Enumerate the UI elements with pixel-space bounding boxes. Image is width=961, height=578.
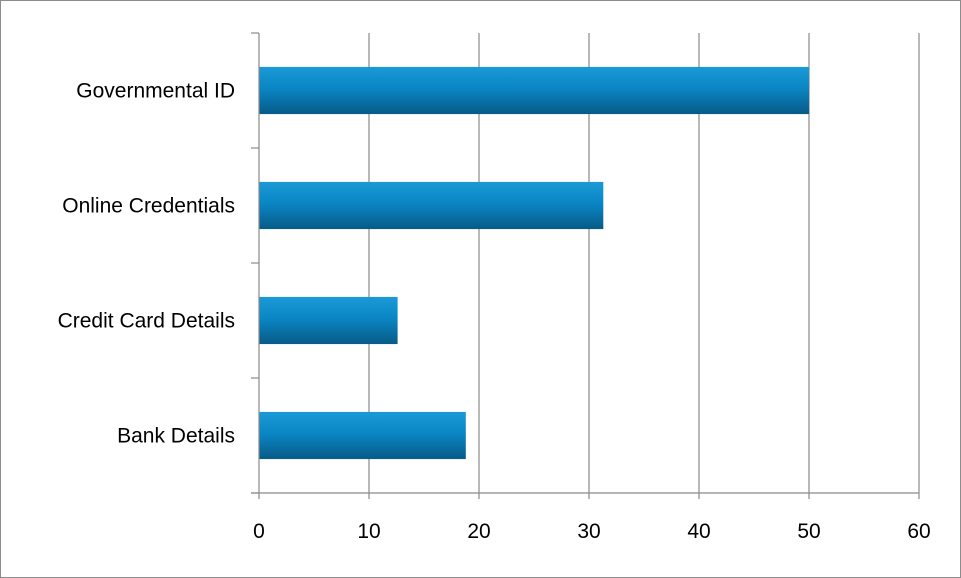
x-tick-label-30: 30 xyxy=(577,520,600,543)
bars xyxy=(259,66,809,460)
x-tick-label-60: 60 xyxy=(907,520,930,543)
bar-governmental-id xyxy=(259,66,809,115)
category-label-bank-details: Bank Details xyxy=(117,425,235,448)
bar-bank-details xyxy=(259,411,466,460)
bar-credit-card-details xyxy=(259,296,398,345)
x-tick-label-40: 40 xyxy=(687,520,710,543)
x-tick-label-20: 20 xyxy=(467,520,490,543)
labels: 0 10 20 30 40 50 60 Governmental ID Online Crede… xyxy=(58,80,931,544)
category-label-governmental-id: Governmental ID xyxy=(76,80,235,103)
category-label-credit-card-details: Credit Card Details xyxy=(58,310,235,333)
x-tick-label-10: 10 xyxy=(357,520,380,543)
x-tick-label-0: 0 xyxy=(253,520,265,543)
category-label-online-credentials: Online Credentials xyxy=(62,195,235,218)
bar-online-credentials xyxy=(259,181,604,230)
x-tick-label-50: 50 xyxy=(797,520,820,543)
axes xyxy=(251,32,920,499)
